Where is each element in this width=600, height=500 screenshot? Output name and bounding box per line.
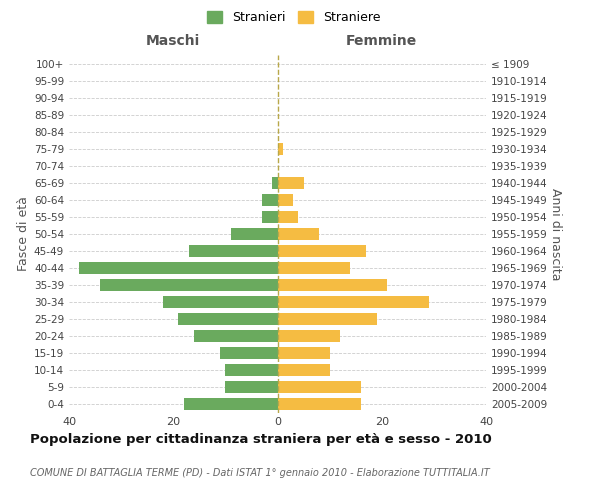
- Bar: [277, 262, 350, 274]
- Bar: [194, 330, 277, 342]
- Bar: [277, 278, 387, 291]
- Bar: [277, 296, 428, 308]
- Text: COMUNE DI BATTAGLIA TERME (PD) - Dati ISTAT 1° gennaio 2010 - Elaborazione TUTTI: COMUNE DI BATTAGLIA TERME (PD) - Dati IS…: [30, 468, 490, 477]
- Bar: [272, 176, 277, 189]
- Text: Maschi: Maschi: [146, 34, 200, 48]
- Bar: [277, 194, 293, 206]
- Bar: [277, 176, 304, 189]
- Bar: [79, 262, 277, 274]
- Bar: [277, 142, 283, 155]
- Bar: [100, 278, 277, 291]
- Bar: [277, 330, 340, 342]
- Bar: [226, 364, 277, 376]
- Bar: [262, 194, 277, 206]
- Bar: [277, 312, 377, 325]
- Text: Femmine: Femmine: [346, 34, 418, 48]
- Bar: [277, 364, 329, 376]
- Bar: [189, 244, 277, 257]
- Bar: [277, 244, 366, 257]
- Y-axis label: Fasce di età: Fasce di età: [17, 196, 30, 271]
- Bar: [277, 210, 298, 223]
- Bar: [163, 296, 277, 308]
- Bar: [178, 312, 277, 325]
- Y-axis label: Anni di nascita: Anni di nascita: [548, 188, 562, 280]
- Bar: [220, 347, 277, 359]
- Bar: [184, 398, 277, 410]
- Bar: [277, 398, 361, 410]
- Legend: Stranieri, Straniere: Stranieri, Straniere: [202, 6, 386, 29]
- Bar: [277, 381, 361, 393]
- Text: Popolazione per cittadinanza straniera per età e sesso - 2010: Popolazione per cittadinanza straniera p…: [30, 432, 492, 446]
- Bar: [262, 210, 277, 223]
- Bar: [277, 347, 329, 359]
- Bar: [277, 228, 319, 240]
- Bar: [226, 381, 277, 393]
- Bar: [230, 228, 277, 240]
